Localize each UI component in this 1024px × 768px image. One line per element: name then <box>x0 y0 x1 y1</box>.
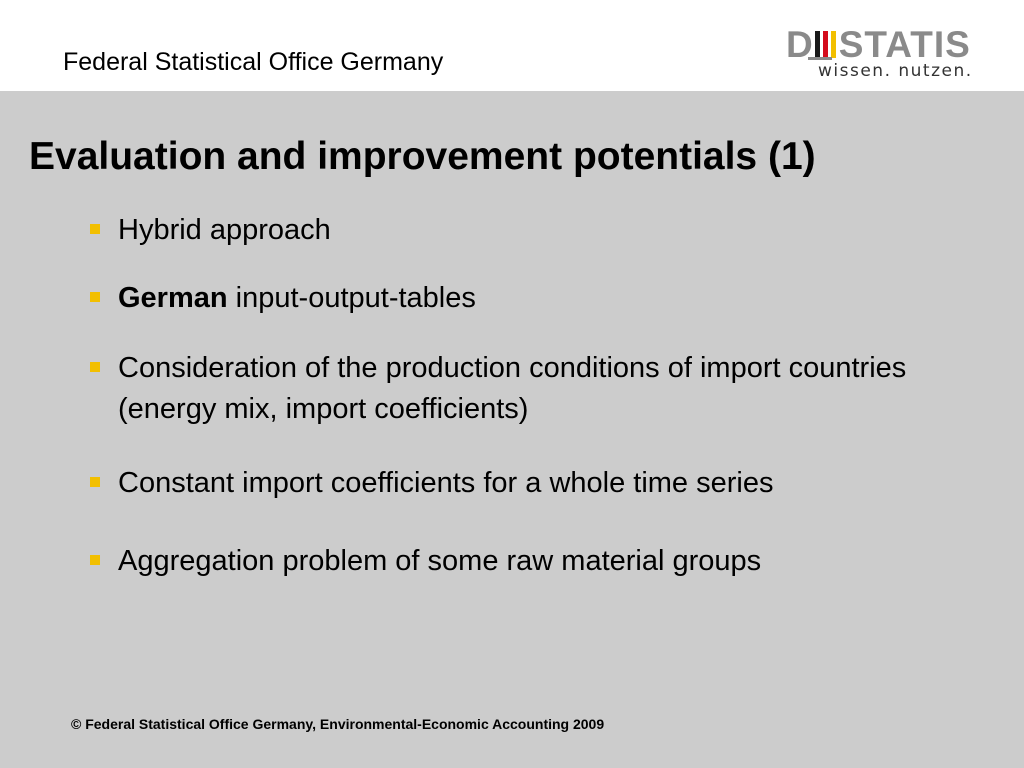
bullet-marker-icon <box>90 477 100 487</box>
logo-flag-icon <box>814 31 837 58</box>
bullet-marker-icon <box>90 555 100 565</box>
logo-underline <box>808 57 832 60</box>
bullet-bold-text: German <box>118 282 228 314</box>
bullet-marker-icon <box>90 362 100 372</box>
logo-word-start: D <box>786 24 814 65</box>
logo-word-end: STATIS <box>838 24 971 65</box>
logo-wordmark: D STATIS <box>786 26 971 63</box>
bullet-item: Consideration of the production conditio… <box>90 348 920 430</box>
bullet-text: Constant import coefficients for a whole… <box>118 467 774 499</box>
bullet-text: Hybrid approach <box>118 214 331 246</box>
bullet-rest-text: input-output-tables <box>227 282 476 314</box>
bullet-item: Hybrid approach <box>90 210 920 251</box>
bullet-marker-icon <box>90 224 100 234</box>
bullet-marker-icon <box>90 292 100 302</box>
organization-name: Federal Statistical Office Germany <box>63 48 444 76</box>
slide-title: Evaluation and improvement potentials (1… <box>29 135 816 178</box>
bullet-text: German input-output-tables <box>118 278 920 319</box>
bullet-item: Constant import coefficients for a whole… <box>90 463 920 504</box>
slide-body <box>0 91 1024 768</box>
slide-header: Federal Statistical Office Germany D STAT… <box>0 0 1024 91</box>
logo-tagline: wissen. nutzen. <box>818 61 973 81</box>
destatis-logo: D STATIS wissen. nutzen. <box>786 26 996 82</box>
bullet-text: Aggregation problem of some raw material… <box>118 545 762 577</box>
bullet-item: German input-output-tables <box>90 278 920 319</box>
footer-copyright: © Federal Statistical Office Germany, En… <box>71 716 605 732</box>
bullet-text: Consideration of the production conditio… <box>118 352 907 425</box>
bullet-item: Aggregation problem of some raw material… <box>90 541 920 582</box>
